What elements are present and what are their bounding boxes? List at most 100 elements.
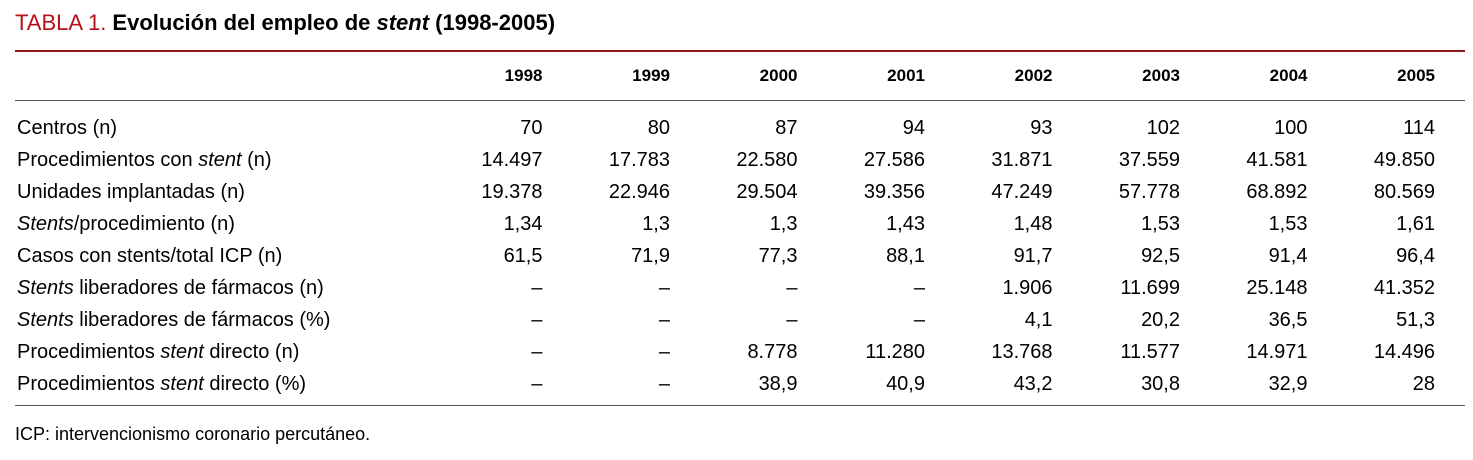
table-cell: 114 bbox=[1403, 116, 1435, 139]
table-cell: 41.581 bbox=[1246, 148, 1308, 171]
table-cell: 22.580 bbox=[736, 148, 798, 171]
table-cell: 1.906 bbox=[1002, 276, 1053, 299]
row-label: Stents/procedimiento (n) bbox=[15, 208, 445, 240]
table-row: Procedimientos stent directo (n) – – 8.778 1… bbox=[15, 336, 1465, 368]
title-part: (1998-2005) bbox=[429, 10, 556, 35]
table-cell: – bbox=[531, 308, 543, 331]
table-cell: 17.783 bbox=[608, 148, 670, 171]
row-label: Stents liberadores de fármacos (%) bbox=[15, 304, 445, 336]
table-cell: 91,4 bbox=[1268, 244, 1308, 267]
table-row: Unidades implantadas (n) 19.378 22.946 29.5… bbox=[15, 176, 1465, 208]
table-cell: 43,2 bbox=[955, 368, 1083, 406]
label-part: (n) bbox=[241, 148, 272, 171]
data-table: 1998 1999 2000 2001 2002 2003 2004 2005 Centros… bbox=[15, 56, 1465, 406]
label-part: stent bbox=[160, 372, 204, 395]
row-label: Procedimientos stent directo (n) bbox=[15, 336, 445, 368]
label-part: directo (n) bbox=[203, 340, 300, 363]
table-cell: – bbox=[913, 276, 925, 299]
table-cell: 13.768 bbox=[991, 340, 1053, 363]
table-cell: 96,4 bbox=[1396, 244, 1435, 267]
table-cell: – bbox=[531, 340, 543, 363]
column-header: 1998 bbox=[445, 56, 573, 101]
table-cell: 27.586 bbox=[863, 148, 925, 171]
table-row: Stents liberadores de fármacos (%) – – – – 4,… bbox=[15, 304, 1465, 336]
table-cell: 1,34 bbox=[503, 212, 543, 235]
table-cell: 14.497 bbox=[481, 148, 543, 171]
table-cell: – bbox=[658, 340, 670, 363]
table-cell: 102 bbox=[1146, 116, 1180, 139]
label-part: liberadores de fármacos (n) bbox=[73, 276, 324, 299]
label-part: Centros (n) bbox=[17, 116, 118, 139]
table-cell: 71,9 bbox=[631, 244, 670, 267]
table-row: Procedimientos stent directo (%) – –38,9 40… bbox=[15, 368, 1465, 406]
column-header: 2000 bbox=[700, 56, 828, 101]
table-cell: – bbox=[572, 368, 700, 406]
label-part: directo (%) bbox=[203, 372, 307, 395]
table-cell: 32,9 bbox=[1210, 368, 1338, 406]
title-part: stent bbox=[376, 10, 430, 35]
table-row: Stents liberadores de fármacos (n) – – – – 1.… bbox=[15, 272, 1465, 304]
table-cell: 80.569 bbox=[1373, 180, 1435, 203]
table-cell: 1,3 bbox=[642, 212, 670, 235]
column-header: 2004 bbox=[1210, 56, 1338, 101]
table-cell: 38,9 bbox=[700, 368, 828, 406]
footnote: ICP: intervencionismo coronario percután… bbox=[15, 424, 371, 444]
row-label: Stents liberadores de fármacos (n) bbox=[15, 272, 445, 304]
title-part: Evolución del empleo de bbox=[112, 10, 377, 35]
row-label: Procedimientos stent directo (%) bbox=[15, 368, 445, 406]
label-part: Casos con stents/total ICP (n) bbox=[17, 244, 283, 267]
table-row: Procedimientos con stent (n) 14.497 17.783… bbox=[15, 144, 1465, 176]
table-cell: – bbox=[445, 368, 573, 406]
table-cell: 28 bbox=[1337, 368, 1465, 406]
table-cell: 31.871 bbox=[991, 148, 1053, 171]
table-cell: 70 bbox=[520, 116, 543, 139]
table-cell: – bbox=[786, 276, 798, 299]
header-row: 1998 1999 2000 2001 2002 2003 2004 2005 bbox=[15, 56, 1465, 101]
table-cell: 11.699 bbox=[1120, 276, 1180, 299]
label-part: /procedimiento (n) bbox=[73, 212, 235, 235]
table-cell: 14.971 bbox=[1246, 340, 1308, 363]
table-cell: – bbox=[913, 308, 925, 331]
column-header: 2001 bbox=[827, 56, 955, 101]
row-label: Procedimientos con stent (n) bbox=[15, 144, 445, 176]
table-cell: 1,61 bbox=[1396, 212, 1435, 235]
table-cell: 1,53 bbox=[1268, 212, 1308, 235]
table-cell: 88,1 bbox=[886, 244, 925, 267]
table-cell: 1,53 bbox=[1141, 212, 1180, 235]
table-cell: 93 bbox=[1030, 116, 1053, 139]
label-part: Stents bbox=[17, 276, 74, 299]
table-cell: 47.249 bbox=[991, 180, 1053, 203]
row-label: Unidades implantadas (n) bbox=[15, 176, 445, 208]
table-cell: 77,3 bbox=[758, 244, 798, 267]
table-cell: 29.504 bbox=[736, 180, 798, 203]
table-cell: – bbox=[786, 308, 798, 331]
table-cell: 11.577 bbox=[1120, 340, 1180, 363]
label-part: Procedimientos bbox=[17, 372, 161, 395]
table-cell: – bbox=[531, 276, 543, 299]
label-part: Procedimientos bbox=[17, 340, 161, 363]
table-cell: 100 bbox=[1274, 116, 1308, 139]
table-cell: 4,1 bbox=[1024, 308, 1053, 331]
label-part: Stents bbox=[17, 212, 74, 235]
label-part: liberadores de fármacos (%) bbox=[73, 308, 331, 331]
table-cell: 1,48 bbox=[1013, 212, 1053, 235]
table-cell: 19.378 bbox=[481, 180, 543, 203]
table-cell: 25.148 bbox=[1246, 276, 1308, 299]
table-cell: 61,5 bbox=[503, 244, 543, 267]
table-cell: 22.946 bbox=[608, 180, 670, 203]
table-cell: 39.356 bbox=[863, 180, 925, 203]
table-cell: 92,5 bbox=[1141, 244, 1180, 267]
table-cell: – bbox=[658, 276, 670, 299]
table-cell: 11.280 bbox=[865, 340, 925, 363]
table-cell: 41.352 bbox=[1373, 276, 1435, 299]
title-part: TABLA 1. bbox=[15, 10, 113, 35]
table-cell: 14.496 bbox=[1373, 340, 1435, 363]
label-part: Stents bbox=[17, 308, 74, 331]
row-label: Centros (n) bbox=[15, 101, 445, 145]
table-row: Centros (n) 70 80 87 94 93 102 100 114 bbox=[15, 101, 1465, 145]
table-cell: 57.778 bbox=[1118, 180, 1180, 203]
table-cell: 49.850 bbox=[1373, 148, 1435, 171]
column-header: 1999 bbox=[572, 56, 700, 101]
table-cell: 94 bbox=[902, 116, 925, 139]
